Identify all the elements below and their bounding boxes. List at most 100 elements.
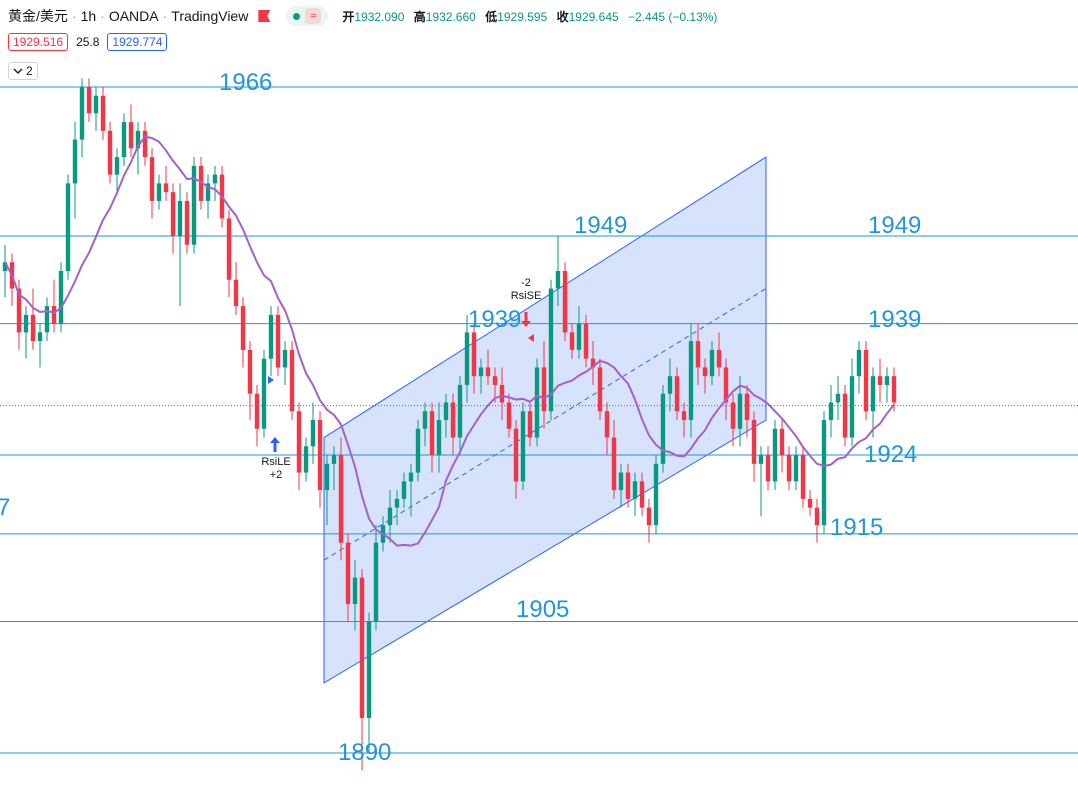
candle-body — [107, 130, 113, 175]
candle-body — [303, 446, 309, 473]
candle-body — [807, 498, 813, 508]
candle-body — [576, 323, 582, 350]
indicator-count: 2 — [26, 64, 33, 78]
buy-button[interactable]: 1929.774 — [107, 33, 168, 51]
candle-body — [352, 577, 358, 605]
candle-body — [884, 376, 890, 385]
candle-body — [758, 455, 764, 464]
candle-body — [121, 122, 127, 158]
chevron-down-icon — [13, 68, 23, 74]
candle-body — [37, 332, 43, 342]
candle-body — [226, 218, 232, 280]
candle-body — [100, 95, 106, 131]
level-label-1939-right: 1939 — [868, 306, 922, 333]
moving-average-line — [4, 135, 895, 547]
interval-label[interactable]: 1h — [80, 8, 97, 24]
candle-body — [51, 306, 57, 324]
candle-body — [212, 174, 218, 184]
entry-marker-long — [268, 376, 274, 384]
candle-body — [842, 393, 848, 438]
candle-body — [415, 428, 421, 473]
ohlc-values: 开1932.090 高1932.660 低1929.595 收1929.645 … — [342, 9, 718, 24]
arrow-up-icon — [270, 437, 280, 452]
candle-body — [632, 481, 638, 499]
candle-body — [240, 306, 246, 350]
candle-body — [870, 376, 876, 412]
market-dot-icon — [293, 12, 301, 20]
candle-body — [156, 183, 162, 201]
candle-body — [387, 507, 393, 526]
market-status[interactable]: ≈ — [286, 6, 329, 26]
open-value: 1932.090 — [354, 9, 405, 24]
signal-short-qty: -2 — [521, 277, 531, 289]
signal-short-label: RsiSE — [510, 290, 542, 302]
candle-body — [569, 332, 575, 350]
candle-body — [170, 192, 176, 236]
candle-body — [835, 393, 841, 403]
change-value: −2.445 (−0.13%) — [628, 9, 718, 24]
candle-body — [765, 455, 771, 482]
signal-long-label: RsiLE — [261, 456, 291, 468]
candle-body — [688, 341, 694, 420]
candle-body — [849, 376, 855, 438]
candle-body — [814, 507, 820, 526]
level-label-1924: 1924 — [864, 441, 918, 468]
candle-body — [863, 349, 869, 412]
candle-body — [751, 420, 757, 464]
low-value: 1929.595 — [497, 9, 548, 24]
candle-body — [359, 577, 365, 718]
candle-body — [310, 420, 316, 447]
candle-body — [128, 122, 134, 149]
candle-body — [261, 358, 267, 429]
candle-body — [737, 393, 743, 429]
candle-body — [338, 455, 344, 543]
level-label-1949-left: 1949 — [574, 212, 628, 239]
candle-body — [177, 200, 183, 236]
candle-body — [786, 455, 792, 482]
candle-body — [821, 420, 827, 526]
candle-body — [709, 349, 715, 377]
candle-body — [548, 288, 554, 412]
chart-header: 黄金/美元 · 1h · OANDA · TradingView ≈ 开1932… — [8, 4, 723, 28]
sell-button[interactable]: 1929.516 — [8, 33, 69, 51]
candle-body — [65, 183, 71, 272]
candle-body — [289, 349, 295, 412]
candle-body — [723, 367, 729, 403]
candle-body — [891, 376, 897, 403]
candle-body — [478, 367, 484, 377]
candle-body — [268, 314, 274, 359]
candle-body — [184, 200, 190, 245]
level-label-1966: 1966 — [219, 69, 273, 96]
candle-body — [191, 165, 197, 245]
signal-long-qty: +2 — [269, 469, 283, 481]
candle-body — [394, 498, 400, 508]
broker-label: OANDA — [108, 8, 159, 24]
candle-body — [604, 411, 610, 438]
entry-marker-short — [528, 334, 534, 342]
candle-body — [443, 402, 449, 420]
candle-body — [800, 455, 806, 499]
candle-body — [422, 411, 428, 429]
high-value: 1932.660 — [425, 9, 476, 24]
candle-body — [639, 481, 645, 508]
bid-ask-row: 1929.516 25.8 1929.774 — [8, 33, 168, 51]
candle-body — [345, 542, 351, 605]
indicators-toggle-button[interactable]: 2 — [8, 62, 38, 80]
candle-body — [275, 314, 281, 368]
candle-body — [135, 130, 141, 149]
candle-body — [366, 621, 372, 718]
candle-body — [450, 402, 456, 438]
level-label-cut: 7 — [0, 494, 11, 521]
flag-icon[interactable] — [258, 10, 271, 22]
candle-body — [695, 341, 701, 368]
candle-body — [485, 367, 491, 377]
candle-body — [562, 271, 568, 333]
candle-body — [702, 367, 708, 377]
candle-body — [198, 165, 204, 201]
candle-body — [513, 428, 519, 482]
regression-channel — [323, 156, 767, 684]
symbol-label[interactable]: 黄金/美元 — [8, 8, 68, 24]
wave-icon: ≈ — [305, 8, 322, 24]
candle-body — [464, 332, 470, 385]
